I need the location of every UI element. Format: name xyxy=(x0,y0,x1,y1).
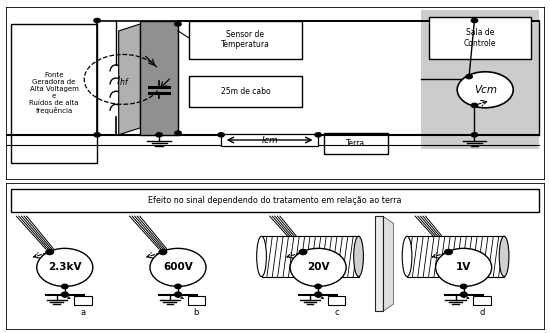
Text: 1V: 1V xyxy=(456,262,471,272)
Text: d: d xyxy=(479,308,485,317)
Text: c: c xyxy=(334,308,339,317)
Circle shape xyxy=(46,249,53,254)
Text: 2.3kV: 2.3kV xyxy=(48,262,81,272)
Polygon shape xyxy=(383,216,394,311)
Bar xyxy=(74,296,92,305)
Bar xyxy=(188,296,205,305)
Circle shape xyxy=(471,103,477,108)
Circle shape xyxy=(460,292,467,297)
Circle shape xyxy=(460,284,467,289)
Bar xyxy=(140,21,178,135)
Bar xyxy=(221,134,318,146)
Circle shape xyxy=(315,284,321,289)
Bar xyxy=(421,10,539,149)
Bar xyxy=(11,188,539,212)
Circle shape xyxy=(299,249,307,254)
Text: a: a xyxy=(80,308,86,317)
Text: Terra: Terra xyxy=(346,139,365,148)
Circle shape xyxy=(436,248,492,286)
Circle shape xyxy=(94,18,100,23)
Circle shape xyxy=(175,292,181,297)
Bar xyxy=(11,24,97,163)
Circle shape xyxy=(175,131,181,135)
Text: Vcm: Vcm xyxy=(474,85,497,95)
Circle shape xyxy=(290,248,346,286)
Circle shape xyxy=(150,248,206,286)
Bar xyxy=(407,236,504,276)
Bar xyxy=(428,17,531,59)
Circle shape xyxy=(175,22,181,26)
Bar xyxy=(262,236,359,276)
Circle shape xyxy=(156,133,162,137)
Circle shape xyxy=(315,292,321,297)
Circle shape xyxy=(457,72,513,108)
Bar xyxy=(328,296,345,305)
Circle shape xyxy=(445,249,452,254)
Ellipse shape xyxy=(354,236,364,276)
Text: 600V: 600V xyxy=(163,262,193,272)
Circle shape xyxy=(159,249,167,254)
Circle shape xyxy=(175,284,181,289)
Circle shape xyxy=(466,75,472,79)
Circle shape xyxy=(218,133,224,137)
Circle shape xyxy=(471,18,477,23)
Text: 25m de cabo: 25m de cabo xyxy=(221,87,270,96)
Text: Fonte
Geradora de
Alta Voltagem
e
Ruídos de alta
frequência: Fonte Geradora de Alta Voltagem e Ruídos… xyxy=(29,72,79,114)
Circle shape xyxy=(315,133,321,137)
Text: Sensor de
Temperatura: Sensor de Temperatura xyxy=(221,30,270,49)
Ellipse shape xyxy=(499,236,509,276)
Text: 20V: 20V xyxy=(307,262,329,272)
Polygon shape xyxy=(375,216,383,311)
Text: $I_{hf}$: $I_{hf}$ xyxy=(116,74,130,88)
Bar xyxy=(323,133,388,154)
Text: b: b xyxy=(194,308,199,317)
Circle shape xyxy=(94,133,100,137)
Circle shape xyxy=(62,292,68,297)
Circle shape xyxy=(62,284,68,289)
Text: Efeito no sinal dependendo do tratamento em relação ao terra: Efeito no sinal dependendo do tratamento… xyxy=(148,196,402,205)
Polygon shape xyxy=(119,24,140,135)
Text: Sala de
Controle: Sala de Controle xyxy=(464,28,496,48)
Bar xyxy=(189,76,302,107)
Bar xyxy=(189,21,302,59)
Text: $Icm$: $Icm$ xyxy=(261,134,278,145)
Bar xyxy=(474,296,491,305)
Circle shape xyxy=(315,292,321,297)
Ellipse shape xyxy=(402,236,412,276)
Circle shape xyxy=(471,133,477,137)
Circle shape xyxy=(37,248,93,286)
Ellipse shape xyxy=(257,236,266,276)
Circle shape xyxy=(62,292,68,297)
Circle shape xyxy=(175,292,181,297)
Circle shape xyxy=(460,292,467,297)
